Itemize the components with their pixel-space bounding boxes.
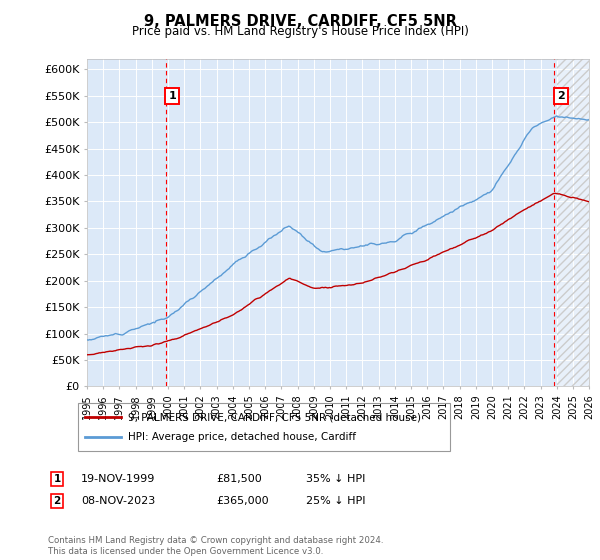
Text: £81,500: £81,500	[216, 474, 262, 484]
Text: HPI: Average price, detached house, Cardiff: HPI: Average price, detached house, Card…	[128, 432, 356, 442]
Text: 08-NOV-2023: 08-NOV-2023	[81, 496, 155, 506]
Text: Contains HM Land Registry data © Crown copyright and database right 2024.
This d: Contains HM Land Registry data © Crown c…	[48, 536, 383, 556]
Text: 1: 1	[169, 91, 176, 101]
Text: £365,000: £365,000	[216, 496, 269, 506]
Text: 25% ↓ HPI: 25% ↓ HPI	[306, 496, 365, 506]
Text: 1: 1	[53, 474, 61, 484]
Bar	[557, 59, 597, 386]
Text: 19-NOV-1999: 19-NOV-1999	[81, 474, 155, 484]
Text: 2: 2	[557, 91, 565, 101]
Text: 9, PALMERS DRIVE, CARDIFF, CF5 5NR (detached house): 9, PALMERS DRIVE, CARDIFF, CF5 5NR (deta…	[128, 413, 421, 422]
Text: Price paid vs. HM Land Registry's House Price Index (HPI): Price paid vs. HM Land Registry's House …	[131, 25, 469, 38]
Text: 2: 2	[53, 496, 61, 506]
Bar	[557, 59, 597, 386]
Text: 9, PALMERS DRIVE, CARDIFF, CF5 5NR: 9, PALMERS DRIVE, CARDIFF, CF5 5NR	[143, 14, 457, 29]
Text: 35% ↓ HPI: 35% ↓ HPI	[306, 474, 365, 484]
